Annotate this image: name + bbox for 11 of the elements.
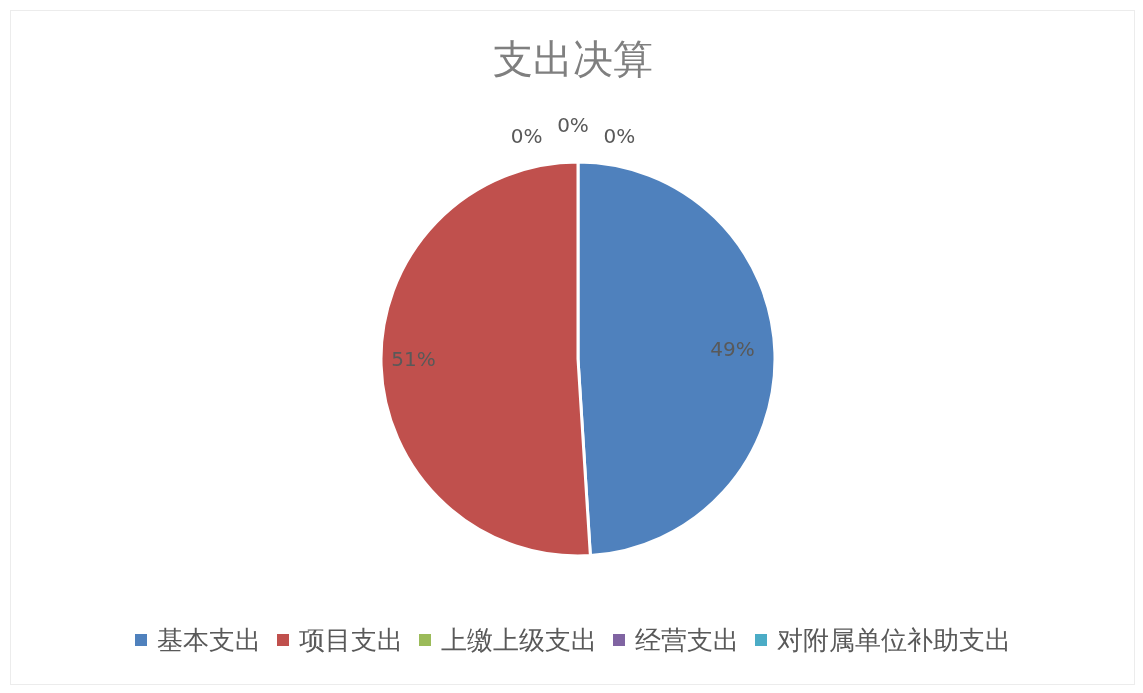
legend-label: 对附属单位补助支出 [776,624,1011,657]
text: 0% [510,123,543,148]
legend-label: 上缴上级支出 [440,624,597,657]
legend-label: 基本支出 [156,624,261,657]
legend-label: 经营支出 [634,624,739,657]
data-label: 51% [391,347,436,372]
chart-title: 支出决算 [491,35,654,84]
legend-label: 项目支出 [298,624,403,657]
text: 0% [603,123,636,148]
text: 0% [557,113,589,137]
data-label: 49% [710,336,755,361]
